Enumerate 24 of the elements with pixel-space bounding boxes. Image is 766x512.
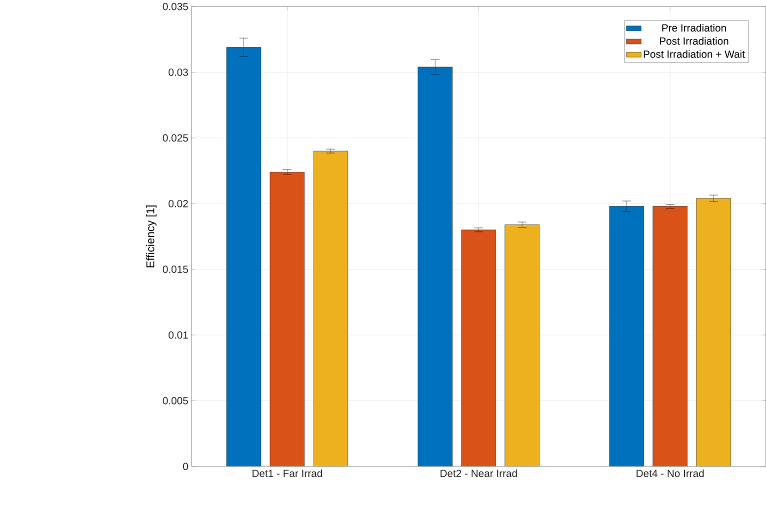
bar: [461, 230, 496, 466]
bar: [609, 206, 644, 466]
bar: [313, 150, 348, 466]
bar: [652, 206, 688, 466]
bar: [270, 172, 305, 466]
y-tick-label: 0.01: [168, 331, 188, 338]
y-tick-label: 0.005: [162, 396, 188, 404]
x-tick-label: Det1 - Far Irrad: [252, 469, 322, 477]
y-tick-label: 0.03: [168, 68, 188, 76]
bar: [418, 66, 453, 466]
y-tick-label: 0.015: [162, 265, 188, 273]
y-tick-label: 0.025: [162, 134, 188, 142]
legend-label: Pre Irradiation: [662, 24, 726, 32]
bar: [504, 224, 540, 466]
legend-label: Post Irradiation: [660, 36, 728, 45]
y-tick-label: 0: [183, 462, 188, 470]
legend-label: Post Irradiation + Wait: [644, 50, 745, 58]
bar: [226, 46, 262, 466]
y-tick-label: 0.035: [162, 2, 188, 10]
y-axis-title: Efficiency [1]: [146, 205, 157, 268]
y-tick-label: 0.02: [168, 200, 188, 208]
x-tick-label: Det2 - Near Irrad: [440, 469, 517, 477]
x-tick-label: Det4 - No Irrad: [636, 469, 704, 477]
bar: [696, 198, 731, 466]
